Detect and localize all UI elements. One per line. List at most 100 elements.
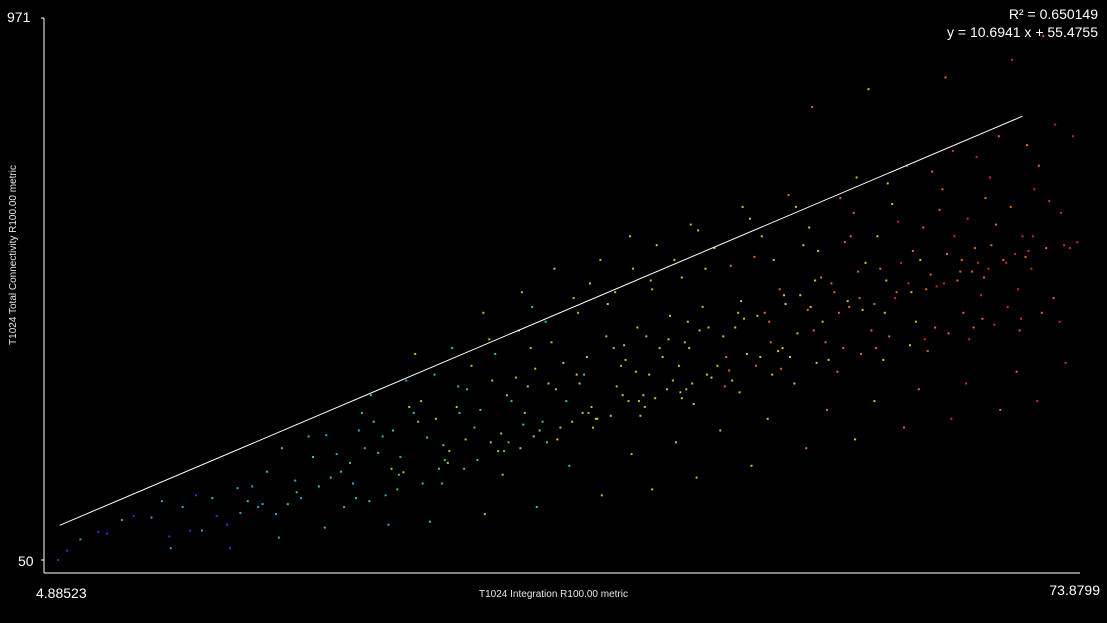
data-point bbox=[796, 332, 799, 335]
data-point bbox=[746, 353, 748, 355]
data-point bbox=[168, 535, 171, 538]
data-point bbox=[941, 188, 944, 191]
data-point bbox=[565, 400, 568, 403]
data-point bbox=[1052, 297, 1055, 300]
data-point bbox=[189, 529, 192, 532]
data-point bbox=[667, 338, 670, 341]
data-point bbox=[340, 470, 343, 473]
data-point bbox=[261, 503, 264, 506]
data-point bbox=[458, 411, 461, 414]
data-point bbox=[867, 88, 870, 91]
data-point bbox=[753, 255, 756, 258]
data-point bbox=[876, 235, 879, 238]
data-point bbox=[802, 244, 805, 247]
data-point bbox=[384, 494, 387, 497]
data-point bbox=[482, 311, 485, 314]
data-point bbox=[643, 406, 646, 408]
data-point bbox=[637, 400, 640, 403]
data-point bbox=[860, 353, 863, 355]
data-point bbox=[417, 420, 420, 423]
data-point bbox=[571, 420, 574, 423]
data-point bbox=[307, 435, 310, 438]
data-point bbox=[914, 320, 917, 323]
data-point bbox=[817, 250, 820, 252]
data-point bbox=[632, 267, 634, 270]
data-point bbox=[532, 435, 535, 438]
data-point bbox=[846, 300, 849, 303]
data-point bbox=[658, 347, 661, 350]
data-point bbox=[754, 364, 757, 367]
data-point bbox=[781, 347, 784, 350]
data-point bbox=[849, 235, 852, 238]
data-point bbox=[541, 420, 544, 423]
data-point bbox=[169, 547, 172, 550]
data-point bbox=[993, 323, 996, 326]
data-point bbox=[688, 347, 691, 350]
data-point bbox=[226, 523, 229, 526]
data-point bbox=[500, 432, 503, 435]
data-point bbox=[519, 447, 522, 450]
data-point bbox=[852, 211, 855, 214]
data-point bbox=[689, 223, 692, 226]
data-point bbox=[673, 258, 676, 261]
data-point bbox=[984, 197, 987, 200]
data-point bbox=[999, 408, 1002, 411]
data-point bbox=[756, 314, 759, 317]
data-point bbox=[794, 205, 797, 208]
data-point bbox=[974, 247, 977, 250]
data-point bbox=[594, 417, 597, 420]
data-point bbox=[277, 536, 280, 539]
data-point bbox=[343, 506, 346, 508]
data-point bbox=[553, 267, 556, 270]
data-point bbox=[612, 347, 615, 350]
data-point bbox=[842, 347, 845, 350]
data-point bbox=[529, 347, 532, 350]
data-point bbox=[649, 279, 652, 282]
data-point bbox=[977, 261, 980, 264]
y-tick-label-bottom: 50 bbox=[18, 553, 34, 569]
data-point bbox=[1068, 247, 1071, 250]
data-point bbox=[200, 529, 203, 532]
data-point bbox=[286, 503, 289, 506]
data-point bbox=[239, 511, 242, 514]
data-point bbox=[639, 414, 642, 417]
data-point bbox=[783, 294, 785, 297]
data-point bbox=[728, 369, 731, 372]
data-point bbox=[737, 311, 740, 314]
data-point bbox=[975, 155, 978, 158]
data-point bbox=[507, 441, 510, 444]
data-point bbox=[987, 267, 990, 270]
data-point bbox=[769, 341, 772, 344]
data-point bbox=[581, 411, 584, 414]
data-point bbox=[600, 494, 603, 497]
data-point bbox=[300, 497, 303, 500]
data-point bbox=[740, 300, 743, 303]
data-point bbox=[295, 491, 298, 494]
data-point bbox=[229, 547, 231, 550]
data-point bbox=[506, 394, 508, 397]
data-point bbox=[534, 367, 537, 370]
data-point bbox=[929, 273, 932, 276]
data-point bbox=[645, 335, 648, 338]
data-point bbox=[994, 223, 997, 226]
data-point bbox=[777, 350, 780, 353]
data-point bbox=[429, 520, 431, 523]
data-point bbox=[599, 258, 602, 261]
data-point bbox=[627, 400, 630, 403]
data-point bbox=[369, 394, 372, 397]
data-point bbox=[420, 400, 423, 403]
data-points bbox=[57, 35, 1079, 561]
data-point bbox=[680, 397, 683, 400]
data-point bbox=[1031, 235, 1034, 238]
data-point bbox=[888, 335, 891, 338]
data-point bbox=[848, 305, 851, 308]
data-point bbox=[926, 350, 929, 353]
data-point bbox=[843, 241, 846, 244]
data-point bbox=[826, 408, 828, 411]
data-point bbox=[787, 194, 790, 197]
data-point bbox=[910, 291, 913, 294]
data-point bbox=[882, 358, 885, 361]
data-point bbox=[246, 500, 249, 503]
data-point bbox=[590, 406, 593, 408]
data-point bbox=[738, 391, 741, 394]
